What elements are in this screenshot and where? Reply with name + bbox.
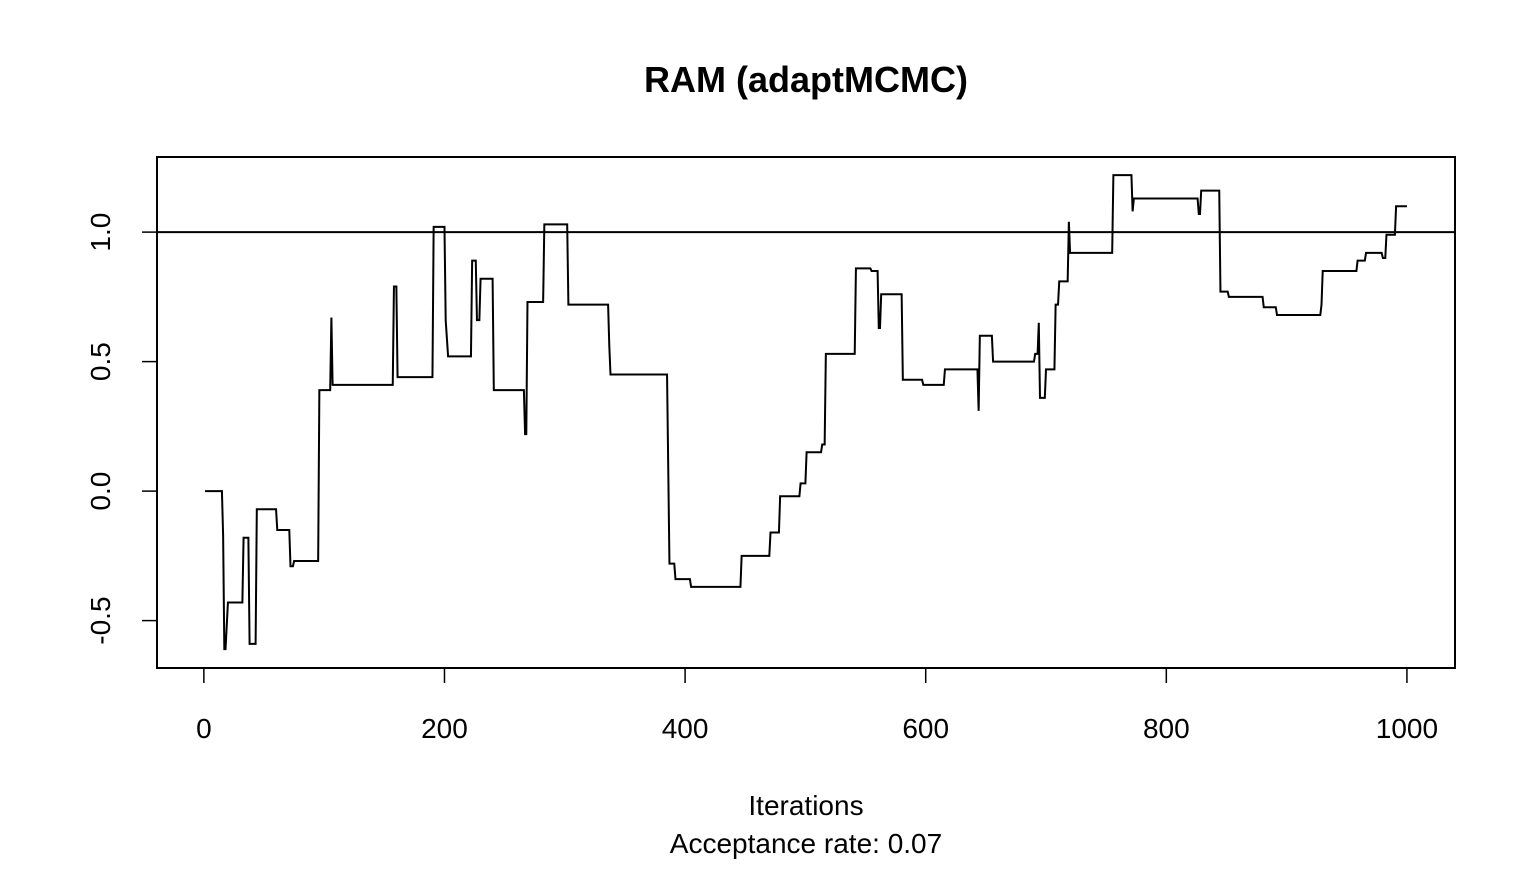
x-tick-label: 0 <box>196 713 212 744</box>
x-tick-label: 1000 <box>1376 713 1438 744</box>
subtitle: Acceptance rate: 0.07 <box>670 828 942 859</box>
plot-frame <box>156 156 1456 669</box>
x-tick-label: 600 <box>902 713 949 744</box>
chart-title: RAM (adaptMCMC) <box>644 59 968 100</box>
x-axis-label: Iterations <box>748 790 863 821</box>
y-tick-label: 1.0 <box>85 213 116 252</box>
x-tick-label: 400 <box>662 713 709 744</box>
y-tick-label: -0.5 <box>85 596 116 644</box>
x-tick-label: 800 <box>1143 713 1190 744</box>
y-tick-label: 0.5 <box>85 342 116 381</box>
y-tick-label: 0.0 <box>85 472 116 511</box>
trace-line <box>205 174 1407 651</box>
x-tick-label: 200 <box>421 713 468 744</box>
